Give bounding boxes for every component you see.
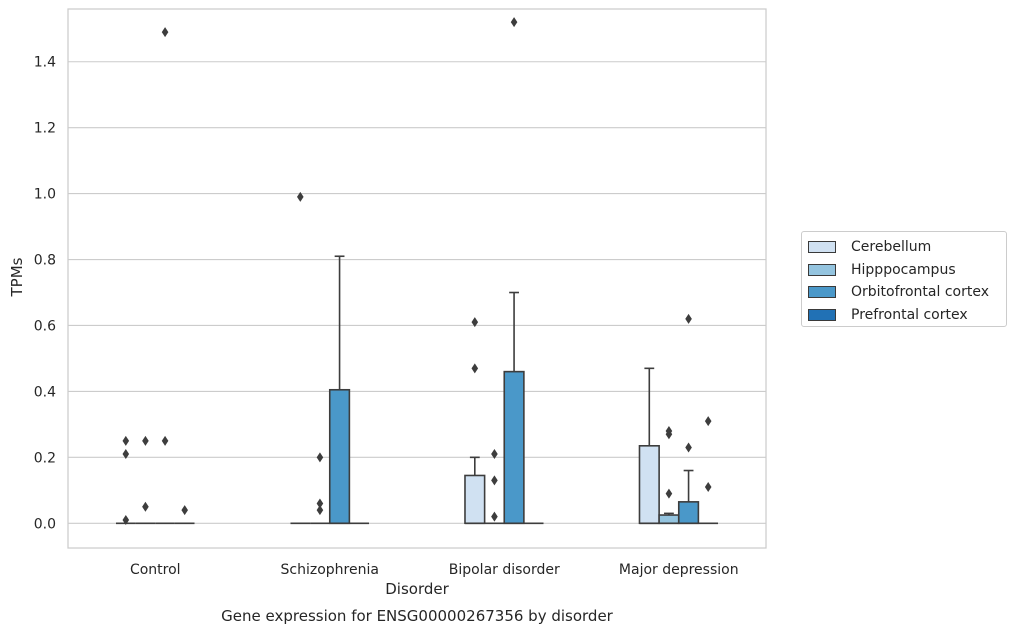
legend-label: Cerebellum xyxy=(851,239,932,256)
legend-swatch xyxy=(808,309,836,322)
y-axis-label: TPMs xyxy=(8,257,26,297)
outlier-point xyxy=(685,313,692,324)
grid-layer xyxy=(68,61,766,524)
outlier-point xyxy=(491,511,498,522)
outlier-point xyxy=(491,449,498,460)
box-group xyxy=(503,17,525,525)
box-iqr xyxy=(503,370,525,525)
y-tick-label: 0.6 xyxy=(34,318,56,334)
box-iqr xyxy=(677,501,700,525)
legend-item: Hipppocampus xyxy=(808,259,1006,282)
x-axis-label: Disorder xyxy=(385,580,449,598)
outlier-point xyxy=(122,514,130,525)
box-group xyxy=(677,313,700,525)
legend: Cerebellum Hipppocampus Orbitofrontal cort… xyxy=(801,231,1007,327)
y-tick-label: 1.4 xyxy=(34,55,56,71)
outlier-point xyxy=(122,449,130,460)
outlier-point xyxy=(181,505,188,516)
outlier-point xyxy=(142,501,149,512)
y-tick-label: 0.2 xyxy=(34,450,56,466)
outlier-point xyxy=(316,498,324,509)
y-tick-label: 0.4 xyxy=(34,384,56,400)
box-group xyxy=(174,505,195,525)
box-iqr xyxy=(638,445,660,525)
box-group xyxy=(135,435,156,525)
tick-layer: 0.0 0.2 0.4 0.6 0.8 1.0 1.2 1.4 Control Schizophr… xyxy=(34,55,739,578)
x-tick-label: Control xyxy=(130,562,181,578)
outlier-point xyxy=(704,416,712,427)
outlier-point xyxy=(471,317,479,328)
box-group xyxy=(658,425,680,525)
box-group xyxy=(698,416,719,525)
legend-swatch xyxy=(808,263,836,276)
box-iqr xyxy=(328,388,351,525)
box-layer xyxy=(115,17,719,525)
box-group xyxy=(290,191,311,525)
box-group xyxy=(484,449,505,525)
legend-item: Cerebellum xyxy=(808,236,1006,259)
outlier-point xyxy=(316,505,324,516)
box-group xyxy=(115,435,136,525)
x-tick-label: Schizophrenia xyxy=(281,562,379,578)
box-group xyxy=(155,27,175,525)
outlier-point xyxy=(142,435,149,446)
box-iqr xyxy=(658,514,680,525)
outlier-point xyxy=(685,442,692,453)
legend-item: Prefrontal cortex xyxy=(808,304,1006,327)
legend-label: Orbitofrontal cortex xyxy=(851,284,989,301)
outlier-point xyxy=(161,27,169,38)
y-tick-label: 1.0 xyxy=(34,187,56,203)
outlier-point xyxy=(665,425,673,436)
outlier-point xyxy=(316,452,324,463)
box-group xyxy=(464,317,486,525)
legend-label: Prefrontal cortex xyxy=(851,307,968,324)
outlier-point xyxy=(161,435,169,446)
x-tick-label: Major depression xyxy=(619,562,739,578)
y-tick-label: 1.2 xyxy=(34,121,56,137)
legend-label: Hipppocampus xyxy=(851,261,956,278)
box-group xyxy=(328,255,351,525)
chart-caption: Gene expression for ENSG00000267356 by d… xyxy=(221,607,613,625)
outlier-point xyxy=(491,475,498,486)
outlier-point xyxy=(297,191,304,202)
y-tick-label: 0.8 xyxy=(34,253,56,269)
x-tick-label: Bipolar disorder xyxy=(449,562,560,578)
box-group xyxy=(638,367,660,525)
outlier-point xyxy=(704,482,712,493)
legend-swatch xyxy=(808,241,836,254)
legend-item: Orbitofrontal cortex xyxy=(808,281,1006,304)
legend-swatch xyxy=(808,286,836,299)
box-group xyxy=(310,452,330,525)
plot-frame xyxy=(67,8,767,549)
outlier-point xyxy=(122,435,130,446)
outlier-point xyxy=(510,17,518,28)
outlier-point xyxy=(665,488,673,499)
y-tick-label: 0.0 xyxy=(34,516,56,532)
box-iqr xyxy=(464,474,486,525)
outlier-point xyxy=(471,363,479,374)
